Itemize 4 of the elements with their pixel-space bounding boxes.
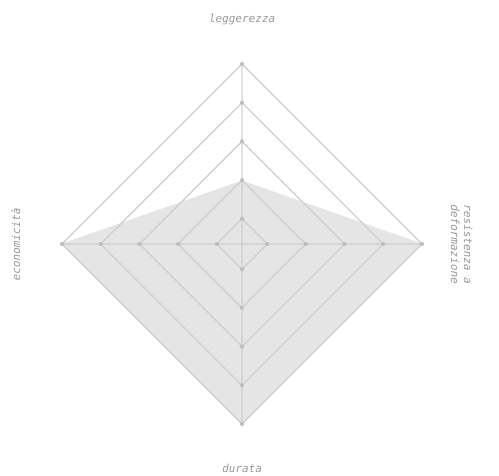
- spoke-label: resistenza a deformazione: [448, 204, 474, 284]
- spoke-label: economicità: [10, 208, 23, 280]
- spoke-label: durata: [222, 462, 262, 475]
- spoke-label: leggerezza: [208, 12, 276, 25]
